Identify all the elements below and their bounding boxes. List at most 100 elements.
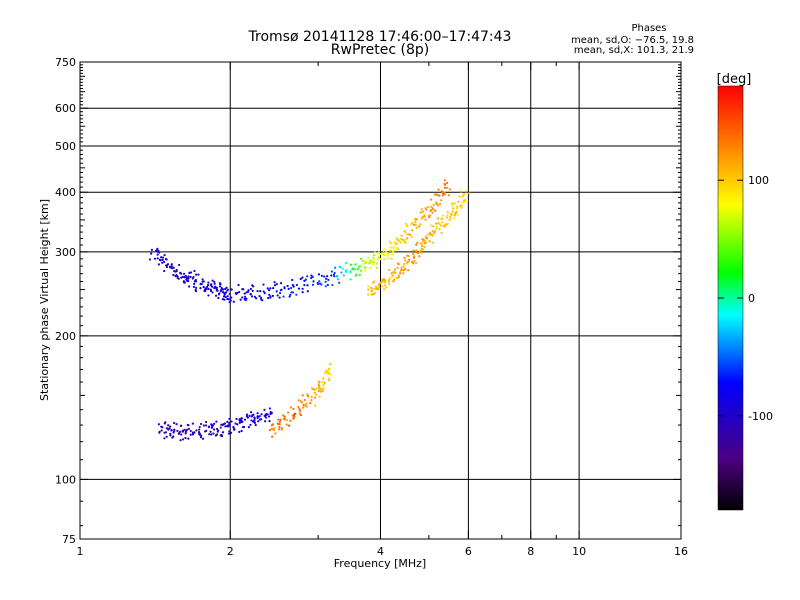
scatter-point: [298, 412, 301, 415]
scatter-point: [436, 193, 439, 196]
scatter-point: [187, 427, 190, 430]
scatter-point: [224, 295, 227, 299]
scatter-point: [289, 286, 293, 290]
scatter-point: [349, 263, 353, 266]
scatter-point: [228, 417, 231, 420]
scatter-point: [411, 260, 414, 264]
scatter-point: [218, 292, 221, 295]
scatter-point: [313, 391, 316, 394]
scatter-point: [390, 242, 393, 245]
scatter-point: [239, 420, 243, 424]
scatter-point: [301, 394, 304, 397]
scatter-point: [278, 426, 281, 429]
scatter-point: [328, 378, 331, 382]
scatter-point: [370, 293, 373, 296]
scatter-point: [235, 417, 238, 421]
scatter-point: [317, 389, 320, 392]
scatter-point: [205, 429, 208, 432]
scatter-point: [275, 290, 278, 293]
scatter-point: [200, 434, 203, 437]
scatter-point: [280, 288, 283, 291]
scatter-point: [420, 242, 423, 246]
scatter-point: [219, 283, 222, 286]
scatter-point: [437, 188, 440, 191]
scatter-point: [439, 224, 442, 227]
scatter-point: [430, 198, 433, 201]
scatter-point: [276, 294, 279, 297]
scatter-point: [389, 249, 392, 252]
scatter-point: [179, 430, 182, 433]
scatter-point: [269, 287, 272, 290]
scatter-point: [381, 278, 385, 281]
scatter-point: [198, 432, 201, 435]
scatter-point: [189, 275, 192, 279]
scatter-point: [297, 399, 301, 402]
scatter-point: [197, 273, 200, 276]
scatter-point: [443, 186, 447, 189]
scatter-point: [419, 249, 423, 252]
scatter-point: [187, 437, 190, 440]
scatter-point: [305, 402, 308, 405]
scatter-point: [194, 278, 197, 282]
scatter-point: [377, 256, 380, 259]
scatter-point: [420, 208, 423, 211]
scatter-point: [377, 251, 380, 254]
scatter-point: [443, 193, 446, 196]
scatter-point: [391, 253, 394, 256]
scatter-point: [422, 210, 425, 213]
scatter-point: [457, 200, 460, 203]
scatter-point: [315, 387, 318, 390]
scatter-point: [384, 286, 388, 289]
scatter-point: [208, 433, 211, 436]
scatter-point: [169, 425, 172, 428]
scatter-point: [169, 265, 172, 268]
scatter-point: [334, 266, 337, 269]
scatter-point: [312, 280, 315, 283]
scatter-point: [344, 261, 348, 265]
scatter-point: [269, 412, 272, 416]
scatter-point: [369, 266, 372, 269]
scatter-point: [263, 408, 266, 411]
scatter-point: [277, 428, 281, 431]
scatter-point: [167, 424, 170, 427]
scatter-point: [370, 289, 374, 292]
scatter-point: [325, 277, 328, 280]
scatter-point: [403, 256, 406, 259]
scatter-point: [192, 275, 195, 279]
scatter-point: [430, 205, 433, 208]
scatter-point: [466, 199, 469, 202]
scatter-point: [249, 287, 253, 291]
scatter-point: [448, 188, 452, 191]
scatter-point: [188, 285, 191, 288]
scatter-point: [405, 262, 408, 265]
scatter-point: [317, 384, 320, 388]
scatter-point: [292, 416, 296, 419]
scatter-point: [371, 260, 375, 263]
scatter-point: [255, 297, 258, 300]
scatter-point: [201, 278, 204, 281]
y-tick-label: 200: [55, 330, 76, 343]
scatter-point: [465, 190, 468, 193]
scatter-point: [300, 401, 304, 404]
scatter-point: [388, 277, 391, 280]
scatter-point: [183, 428, 186, 431]
scatter-point: [207, 281, 210, 284]
scatter-point: [443, 179, 446, 182]
scatter-point: [234, 422, 237, 425]
scatter-point: [226, 289, 229, 292]
scatter-point: [184, 436, 187, 440]
scatter-point: [313, 388, 316, 391]
scatter-point: [283, 417, 286, 420]
scatter-point: [206, 284, 210, 287]
scatter-point: [259, 296, 263, 299]
scatter-point: [323, 381, 326, 384]
scatter-point: [212, 432, 215, 435]
scatter-point: [176, 275, 179, 278]
scatter-point: [330, 270, 333, 273]
scatter-point: [256, 412, 259, 415]
scatter-point: [328, 376, 331, 379]
scatter-point: [266, 413, 269, 416]
scatter-point: [271, 423, 274, 426]
x-axis-label: Frequency [MHz]: [334, 557, 426, 570]
